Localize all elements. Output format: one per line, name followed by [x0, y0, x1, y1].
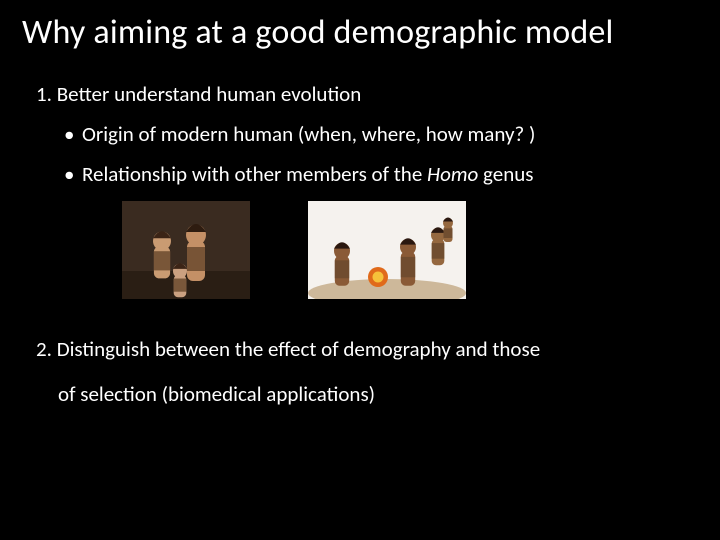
point-1-sub-b-italic: Homo	[427, 161, 478, 187]
point-2-line-2: of selection (biomedical applications)	[22, 372, 698, 417]
point-1-sub-b-pre: Relationship with other members of the	[82, 161, 427, 187]
point-1-sub-a: •Origin of modern human (when, where, ho…	[22, 115, 698, 155]
point-1-sub-a-text: Origin of modern human (when, where, how…	[82, 121, 535, 147]
image-right	[308, 201, 466, 299]
image-left	[122, 201, 250, 299]
point-2-line-1: 2. Distinguish between the effect of dem…	[22, 327, 698, 372]
bullet-icon: •	[64, 155, 82, 195]
point-1-sub-b-post: genus	[478, 161, 533, 187]
hominid-family-icon	[122, 201, 250, 299]
slide-title: Why aiming at a good demographic model	[22, 12, 698, 53]
point-1-heading: 1. Better understand human evolution	[22, 75, 698, 115]
point-2: 2. Distinguish between the effect of dem…	[22, 327, 698, 417]
bullet-icon: •	[64, 115, 82, 155]
hominid-campfire-icon	[308, 201, 466, 299]
image-row	[22, 201, 698, 299]
slide: Why aiming at a good demographic model 1…	[0, 0, 720, 540]
point-1-sub-b: •Relationship with other members of the …	[22, 155, 698, 195]
